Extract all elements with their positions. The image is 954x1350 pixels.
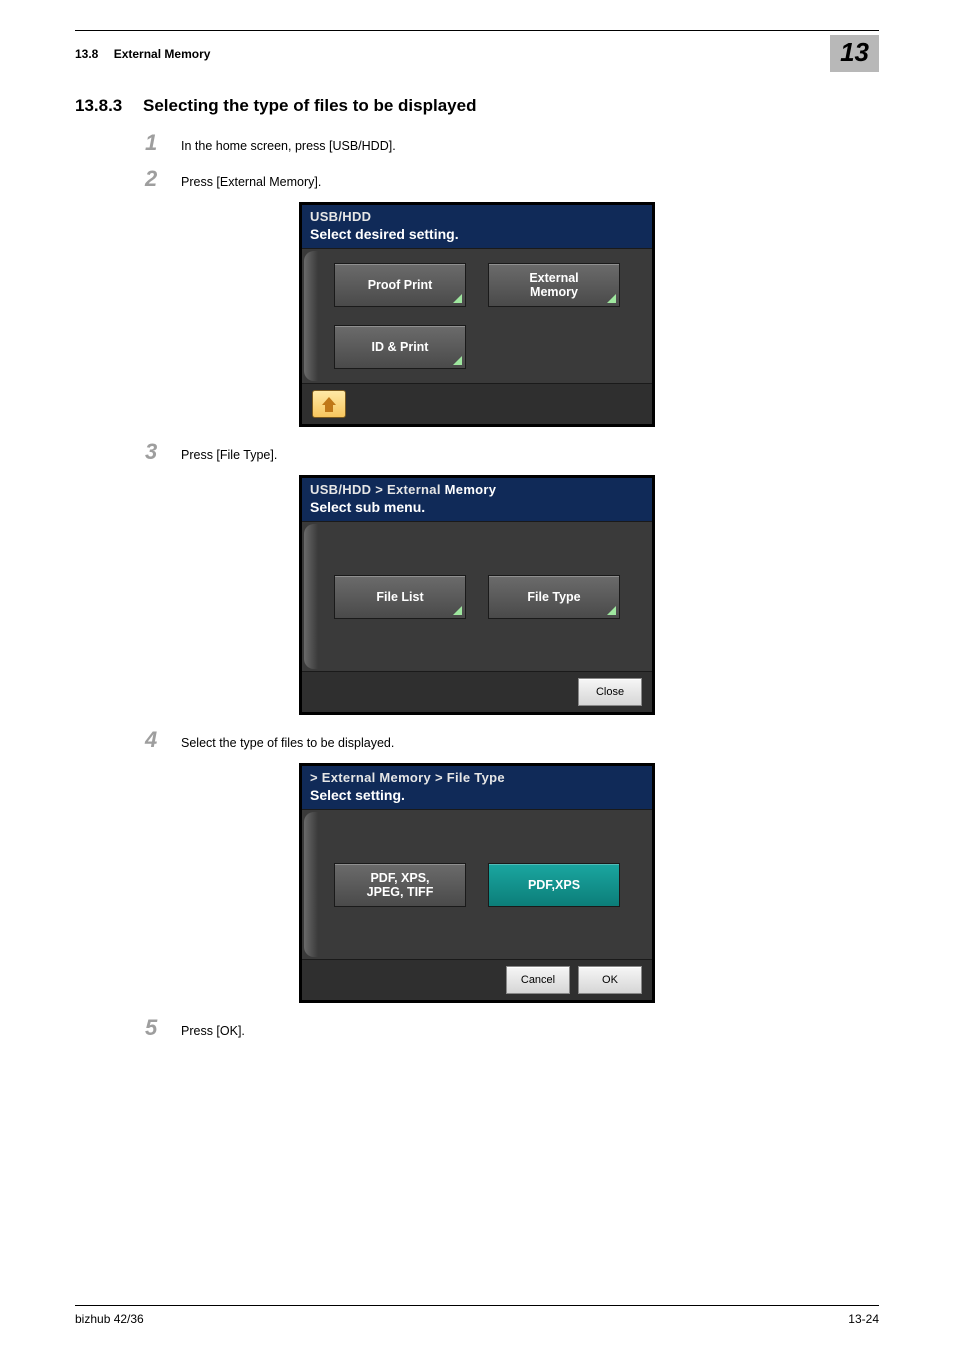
- button-label: Close: [596, 686, 624, 698]
- filetype-all-button[interactable]: PDF, XPS, JPEG, TIFF: [334, 863, 466, 907]
- breadcrumb-current: Memory: [445, 482, 497, 497]
- submenu-corner-icon: [607, 606, 616, 615]
- footer-product: bizhub 42/36: [75, 1312, 144, 1326]
- step-number: 5: [145, 1015, 181, 1041]
- step-4: 4 Select the type of files to be display…: [145, 727, 879, 753]
- submenu-corner-icon: [453, 356, 462, 365]
- screenshot-2: USB/HDD > External Memory Select sub men…: [75, 475, 879, 715]
- button-label: PDF, XPS, JPEG, TIFF: [367, 871, 434, 899]
- button-label: ID & Print: [372, 340, 429, 354]
- step-number: 3: [145, 439, 181, 465]
- step-text: Select the type of files to be displayed…: [181, 732, 394, 750]
- home-icon: [322, 397, 336, 405]
- home-button[interactable]: [312, 390, 346, 418]
- footer-page-number: 13-24: [848, 1312, 879, 1326]
- submenu-corner-icon: [607, 294, 616, 303]
- step-number: 2: [145, 166, 181, 192]
- lcd-panel-usbhdd: USB/HDD Select desired setting. Proof Pr…: [299, 202, 655, 427]
- subsection-number: 13.8.3: [75, 96, 143, 116]
- panel-footer: Cancel OK: [302, 959, 652, 1000]
- subsection-heading: 13.8.3 Selecting the type of files to be…: [75, 96, 879, 116]
- screenshot-3: > External Memory > File Type Select set…: [75, 763, 879, 1003]
- panel-subtitle: Select desired setting.: [310, 226, 644, 242]
- top-rule: [75, 30, 879, 31]
- breadcrumb-prefix: USB/HDD > External: [310, 482, 445, 497]
- step-text: Press [External Memory].: [181, 171, 321, 189]
- proof-print-button[interactable]: Proof Print: [334, 263, 466, 307]
- step-3: 3 Press [File Type].: [145, 439, 879, 465]
- panel-footer: Close: [302, 671, 652, 712]
- button-label: Cancel: [521, 974, 555, 986]
- subsection-title: Selecting the type of files to be displa…: [143, 96, 476, 116]
- chapter-badge: 13: [830, 35, 879, 72]
- screenshot-1: USB/HDD Select desired setting. Proof Pr…: [75, 202, 879, 427]
- panel-header: USB/HDD Select desired setting.: [302, 205, 652, 248]
- panel-body: Proof Print External Memory ID & Print: [302, 248, 652, 383]
- running-header: 13.8 External Memory 13: [75, 35, 879, 72]
- step-5: 5 Press [OK].: [145, 1015, 879, 1041]
- button-label: File List: [376, 590, 423, 604]
- lcd-panel-file-type: > External Memory > File Type Select set…: [299, 763, 655, 1003]
- section-title: External Memory: [114, 47, 211, 61]
- lcd-panel-external-memory: USB/HDD > External Memory Select sub men…: [299, 475, 655, 715]
- panel-footer: [302, 383, 652, 424]
- file-list-button[interactable]: File List: [334, 575, 466, 619]
- panel-breadcrumb: USB/HDD: [310, 209, 644, 224]
- close-button[interactable]: Close: [578, 678, 642, 706]
- panel-body: PDF, XPS, JPEG, TIFF PDF,XPS: [302, 809, 652, 959]
- panel-breadcrumb: > External Memory > File Type: [310, 770, 644, 785]
- submenu-corner-icon: [453, 606, 462, 615]
- panel-header: USB/HDD > External Memory Select sub men…: [302, 478, 652, 521]
- bottom-rule: [75, 1305, 879, 1306]
- panel-header: > External Memory > File Type Select set…: [302, 766, 652, 809]
- panel-subtitle: Select sub menu.: [310, 499, 644, 515]
- chapter-number: 13: [840, 37, 869, 67]
- step-text: In the home screen, press [USB/HDD].: [181, 135, 396, 153]
- page-footer: bizhub 42/36 13-24: [75, 1312, 879, 1326]
- page: 13.8 External Memory 13 13.8.3 Selecting…: [0, 0, 954, 1350]
- step-text: Press [File Type].: [181, 444, 277, 462]
- section-number: 13.8: [75, 47, 98, 61]
- button-label: OK: [602, 974, 618, 986]
- file-type-button[interactable]: File Type: [488, 575, 620, 619]
- panel-breadcrumb: USB/HDD > External Memory: [310, 482, 644, 497]
- step-number: 4: [145, 727, 181, 753]
- filetype-pdfxps-button[interactable]: PDF,XPS: [488, 863, 620, 907]
- button-label: Proof Print: [368, 278, 433, 292]
- step-number: 1: [145, 130, 181, 156]
- step-2: 2 Press [External Memory].: [145, 166, 879, 192]
- panel-body: File List File Type: [302, 521, 652, 671]
- cancel-button[interactable]: Cancel: [506, 966, 570, 994]
- header-left: 13.8 External Memory: [75, 47, 210, 61]
- ok-button[interactable]: OK: [578, 966, 642, 994]
- step-text: Press [OK].: [181, 1020, 245, 1038]
- button-label: PDF,XPS: [528, 878, 580, 892]
- step-1: 1 In the home screen, press [USB/HDD].: [145, 130, 879, 156]
- submenu-corner-icon: [453, 294, 462, 303]
- panel-subtitle: Select setting.: [310, 787, 644, 803]
- id-and-print-button[interactable]: ID & Print: [334, 325, 466, 369]
- external-memory-button[interactable]: External Memory: [488, 263, 620, 307]
- button-label: File Type: [527, 590, 580, 604]
- button-label: External Memory: [529, 271, 578, 299]
